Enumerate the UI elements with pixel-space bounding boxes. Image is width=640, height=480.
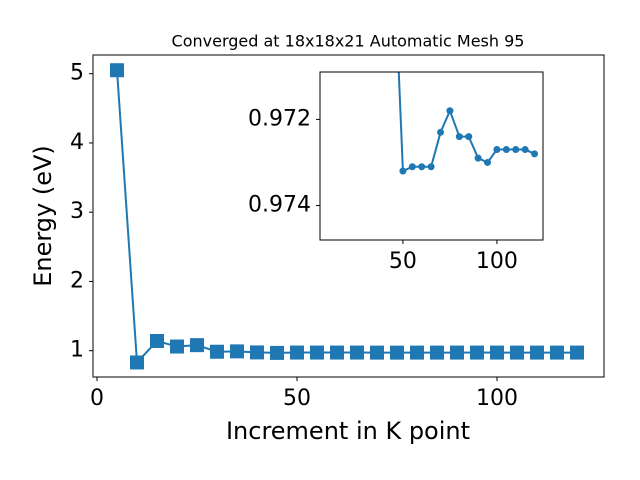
data-point: [270, 345, 284, 360]
y-tick-label: 0.974: [248, 193, 311, 218]
data-point: [399, 167, 407, 175]
data-point: [150, 333, 164, 348]
chart-title: Converged at 18x18x21 Automatic Mesh 95: [172, 32, 525, 51]
data-point: [530, 345, 544, 360]
data-point: [455, 133, 463, 141]
y-tick-label: 2: [70, 268, 84, 293]
y-tick-label: 5: [70, 61, 84, 86]
data-point: [446, 107, 454, 115]
data-point: [437, 128, 445, 136]
y-tick-label: 4: [70, 130, 84, 155]
x-tick-label: 100: [476, 249, 518, 274]
x-tick-label: 50: [389, 249, 417, 274]
data-point: [465, 133, 473, 141]
data-point: [510, 345, 524, 360]
data-point: [310, 345, 324, 360]
data-point: [490, 345, 504, 360]
data-point: [350, 345, 364, 360]
y-tick-label: 3: [70, 199, 84, 224]
data-point: [430, 345, 444, 360]
data-point: [230, 344, 244, 359]
data-point: [190, 338, 204, 353]
data-point: [550, 345, 564, 360]
data-point: [484, 158, 492, 166]
axes-frame: [319, 71, 544, 241]
data-point: [521, 146, 529, 154]
data-point: [512, 146, 520, 154]
data-point: [290, 345, 304, 360]
plot-area: [110, 63, 584, 370]
inset-background: [320, 72, 543, 240]
data-point: [250, 345, 264, 360]
y-tick-label: 1: [70, 338, 84, 363]
data-point: [170, 339, 184, 354]
y-tick-label: 0.972: [248, 106, 311, 131]
data-point: [210, 344, 224, 359]
data-point: [427, 163, 435, 171]
data-point: [110, 63, 124, 78]
data-point: [410, 345, 424, 360]
x-axis-label: Increment in K point: [226, 417, 470, 445]
x-tick-label: 0: [90, 386, 104, 411]
data-point: [531, 150, 539, 158]
data-point: [450, 345, 464, 360]
x-tick-label: 50: [283, 386, 311, 411]
data-point: [570, 345, 584, 360]
data-point: [470, 345, 484, 360]
data-point: [418, 163, 426, 171]
data-point: [408, 163, 416, 171]
data-point: [474, 154, 482, 162]
data-point: [390, 345, 404, 360]
data-point: [502, 146, 510, 154]
data-point: [493, 146, 501, 154]
data-point: [370, 345, 384, 360]
data-point: [330, 345, 344, 360]
axes-frame: [92, 54, 605, 378]
data-point: [130, 355, 144, 370]
data-line: [397, 72, 535, 173]
x-tick-label: 100: [476, 386, 518, 411]
plot-area: [397, 72, 539, 175]
y-axis-label: Energy (eV): [29, 145, 57, 287]
